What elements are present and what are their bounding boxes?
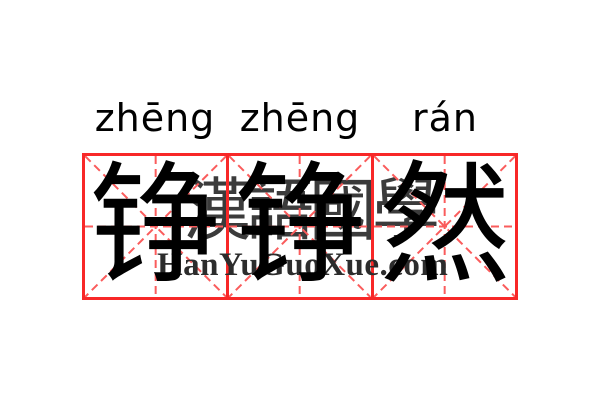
- grid-guides-icon: [85, 156, 226, 297]
- grid-guides-icon: [229, 156, 370, 297]
- pinyin-syllable-2: zhēng: [239, 96, 361, 140]
- pinyin-syllable-3: rán: [412, 96, 478, 140]
- grid-cell-2: [226, 156, 370, 297]
- hanzi-character-2: 铮: [234, 149, 366, 303]
- grid-guides-icon: [374, 156, 515, 297]
- hanzi-character-3: 然: [379, 149, 511, 303]
- watermark-cjk-text: 漢語國學: [183, 172, 440, 251]
- grid-cell-3: [370, 156, 515, 297]
- practice-grid: [82, 153, 518, 300]
- pinyin-syllable-1: zhēng: [94, 96, 216, 140]
- grid-cell-1: [85, 156, 226, 297]
- hanzi-character-1: 铮: [89, 149, 221, 303]
- watermark-site-text: HanYuGuoXue.com: [157, 247, 449, 283]
